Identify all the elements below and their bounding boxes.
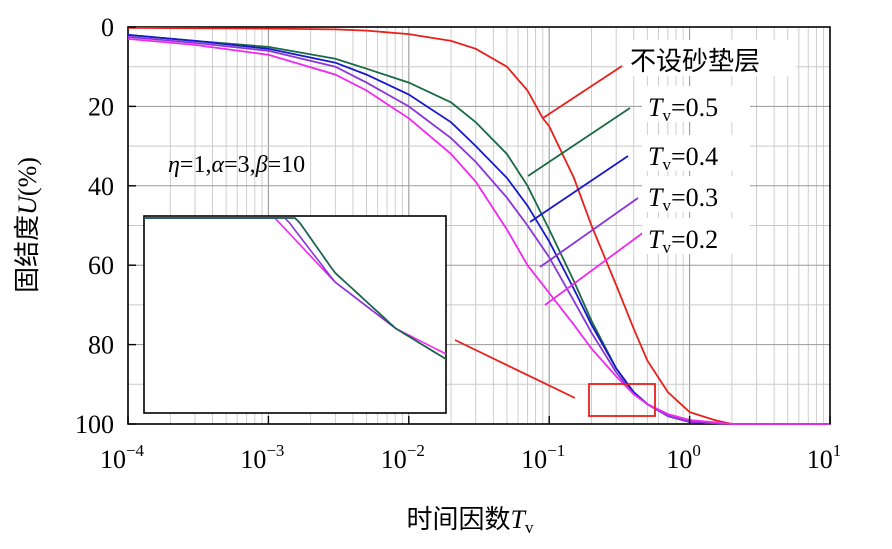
zoom-region-box — [588, 383, 656, 417]
x-tick-label: 100 — [666, 441, 701, 474]
plot-frame — [127, 26, 831, 425]
legend-label-tv-04: Tv=0.4 — [648, 142, 718, 174]
y-axis-title: 固结度U(%) — [13, 157, 43, 293]
x-tick-label: 10−1 — [521, 441, 565, 474]
leader-tv-02 — [544, 231, 645, 306]
legend-label-tv-05: Tv=0.5 — [648, 93, 718, 125]
series-line-3 — [127, 36, 830, 425]
x-tick-label: 10−4 — [100, 441, 145, 474]
legend-label-tv-02: Tv=0.2 — [648, 225, 718, 257]
parameter-annotation: η=1,α=3,β=10 — [168, 152, 305, 178]
series-layer — [127, 26, 830, 425]
leader-no-sand — [542, 65, 623, 119]
legend-label-tv-03: Tv=0.3 — [648, 183, 718, 215]
x-tick-label: 101 — [807, 441, 842, 474]
leader-tv-05 — [527, 107, 631, 177]
legend-label-no-sand: 不设砂垫层 — [630, 47, 760, 77]
leader-tv-03 — [539, 197, 639, 268]
y-tick-label: 100 — [75, 410, 114, 439]
series-line-0 — [127, 26, 830, 425]
y-tick-label: 80 — [88, 331, 114, 360]
zoom-pointer-line — [454, 339, 576, 399]
y-tick-label: 60 — [88, 251, 114, 280]
y-tick-label: 20 — [88, 92, 114, 121]
legend-leaders — [527, 65, 645, 306]
zoom-inset — [143, 215, 447, 414]
x-axis-ticks: 10−4 10−3 10−2 10−1 100 101 — [100, 416, 841, 474]
x-tick-label: 10−2 — [381, 441, 425, 474]
leader-tv-04 — [529, 155, 629, 223]
y-tick-label: 40 — [88, 172, 114, 201]
inset-series-line-1 — [144, 217, 446, 360]
series-line-4 — [127, 38, 830, 425]
y-axis-ticks: 0 20 40 60 80 100 — [75, 13, 136, 439]
y-tick-label: 0 — [101, 13, 114, 42]
inset-frame — [143, 215, 447, 414]
x-axis-title: 时间因数Tv — [407, 505, 534, 537]
legend: 不设砂垫层 Tv=0.5 Tv=0.4 Tv=0.3 Tv=0.2 — [624, 40, 796, 257]
x-tick-label: 10−3 — [240, 441, 284, 474]
